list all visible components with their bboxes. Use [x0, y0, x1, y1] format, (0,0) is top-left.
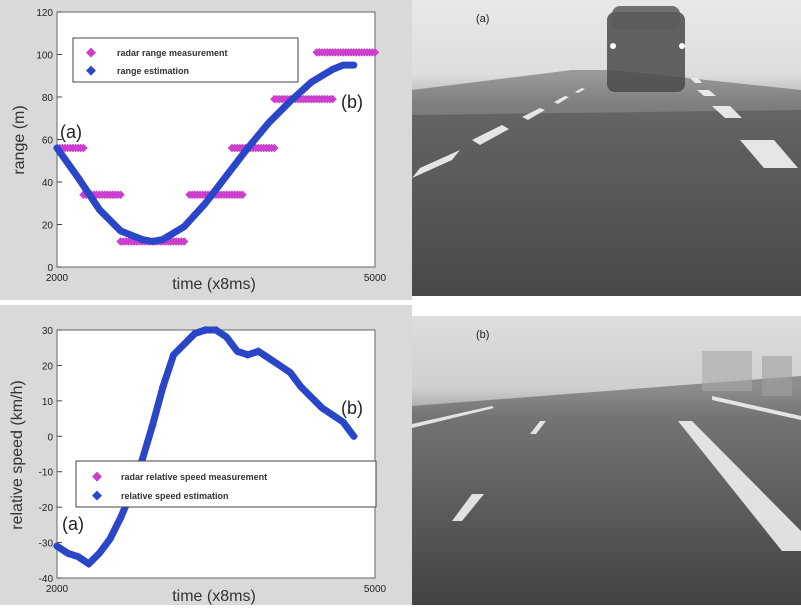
legend-estimation-marker: ◆	[86, 62, 96, 77]
range-measurement-point	[79, 143, 88, 153]
range-y-axis-label: range (m)	[11, 105, 28, 174]
range-legend-measurement: radar range measurement	[117, 48, 228, 58]
range-y-tick-label: 80	[42, 93, 54, 104]
range-y-tick-label: 60	[42, 136, 54, 147]
photo-a-label: (a)	[476, 13, 489, 25]
speed-legend-measurement-marker: ◆	[92, 468, 102, 483]
speed-x-axis-label: time (x8ms)	[172, 588, 256, 605]
speed-y-tick-label: -20	[39, 503, 54, 514]
speed-y-tick-label: -40	[39, 574, 54, 585]
range-x-tick-label: 2000	[46, 273, 69, 284]
speed-legend: ◆ radar relative speed measurement ◆ rel…	[75, 460, 377, 508]
foggy-road-photo-a: (a)	[412, 0, 801, 296]
legend-measurement-marker: ◆	[86, 44, 96, 59]
speed-annotation-b: (b)	[341, 398, 363, 418]
range-y-tick-label: 100	[36, 51, 53, 62]
speed-chart-panel: -40 -30 -20 -10 0 10 20 30 2000 5000 ◆ radar rel…	[0, 305, 412, 605]
speed-estimation-line	[53, 326, 358, 568]
range-annotation-a: (a)	[60, 122, 82, 142]
speed-plot-area	[56, 329, 376, 579]
range-x-axis-label: time (x8ms)	[172, 276, 256, 293]
speed-legend-estimation-marker: ◆	[92, 487, 102, 502]
range-y-tick-label: 40	[42, 178, 54, 189]
range-annotation-b: (b)	[341, 92, 363, 112]
range-measurement-point	[179, 237, 189, 246]
speed-chart: -40 -30 -20 -10 0 10 20 30 2000 5000 ◆ radar rel…	[9, 325, 387, 605]
foggy-highway-icon: (b)	[412, 316, 801, 605]
photo-b-label: (b)	[476, 329, 489, 341]
range-measurement-point	[116, 190, 125, 199]
range-measurement-point	[328, 94, 337, 104]
range-measurement-point	[370, 48, 380, 57]
range-chart: 0 20 40 60 80 100 120 2000 5000 ◆ radar range m…	[11, 8, 387, 293]
speed-legend-measurement: radar relative speed measurement	[121, 472, 267, 482]
foggy-highway-photo-b: (b)	[412, 316, 801, 605]
range-legend-estimation: range estimation	[117, 66, 189, 76]
foggy-road-with-car-icon: (a)	[412, 0, 801, 296]
speed-y-tick-label: 20	[42, 361, 54, 372]
speed-annotation-a: (a)	[62, 514, 84, 534]
range-legend-box	[72, 37, 299, 83]
speed-y-tick-label: 10	[42, 397, 54, 408]
speed-y-tick-label: 0	[47, 432, 53, 443]
range-chart-panel: 0 20 40 60 80 100 120 2000 5000 ◆ radar range m…	[0, 0, 412, 300]
range-legend: ◆ radar range measurement ◆ range estima…	[72, 37, 299, 83]
speed-y-tick-label: -10	[39, 468, 54, 479]
range-y-tick-label: 0	[47, 263, 53, 274]
speed-y-tick-label: -30	[39, 539, 54, 550]
speed-x-tick-label: 2000	[46, 584, 69, 595]
range-x-tick-label: 5000	[364, 273, 387, 284]
speed-y-tick-label: 30	[42, 326, 54, 337]
speed-legend-estimation: relative speed estimation	[121, 491, 229, 501]
range-y-tick-label: 120	[36, 8, 53, 19]
speed-x-tick-label: 5000	[364, 584, 387, 595]
speed-y-axis-label: relative speed (km/h)	[9, 380, 26, 529]
range-y-tick-label: 20	[42, 221, 54, 232]
speed-legend-box	[75, 460, 377, 508]
range-estimation-line	[53, 61, 358, 245]
range-measurement-point	[238, 190, 247, 199]
range-measurement-point	[270, 143, 279, 153]
